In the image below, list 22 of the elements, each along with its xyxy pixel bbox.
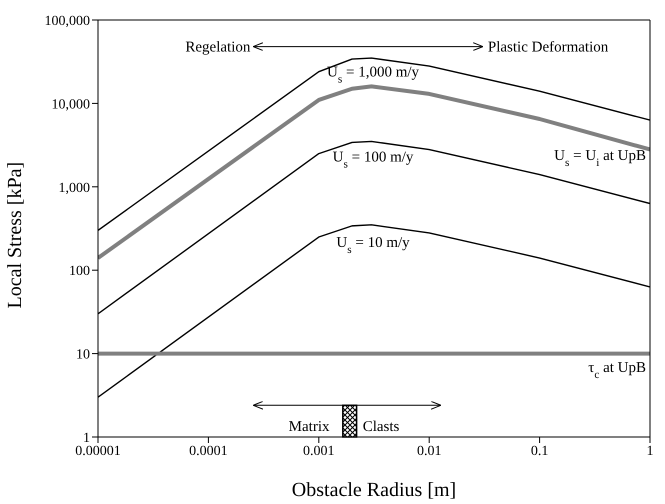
y-tick-label: 10,000 <box>52 97 90 112</box>
x-tick-label: 0.01 <box>416 444 442 459</box>
series-label: U$_{s}$ = U$_{i}$ at UpB <box>554 148 646 169</box>
annotation: Matrix <box>288 419 330 436</box>
x-tick-label: 0.001 <box>303 444 335 459</box>
y-tick-label: 100,000 <box>44 14 90 29</box>
x-axis-title: Obstacle Radius [m] <box>292 479 456 501</box>
x-tick-label: 0.1 <box>530 444 548 459</box>
annotation: Clasts <box>362 419 400 436</box>
series-label: U$_{s}$ = 10 m/y <box>336 234 410 256</box>
series-label: U$_{s}$ = 100 m/y <box>332 150 414 171</box>
y-tick-label: 100 <box>69 264 90 280</box>
x-tick-label: 0.00001 <box>75 444 121 459</box>
annotation: Regelation <box>185 40 251 56</box>
y-tick-label: 1,000 <box>58 180 90 196</box>
x-tick-label: 1 <box>646 444 654 459</box>
annotation: Plastic Deformation <box>488 40 609 56</box>
y-tick-label: 1 <box>83 430 90 446</box>
x-tick-label: 0.0001 <box>189 444 228 459</box>
y-tick-label: 10 <box>76 348 90 363</box>
y-axis-title: Local Stress [kPa] <box>4 162 26 308</box>
series-label: τ$_{c}$ at UpB <box>588 360 646 382</box>
